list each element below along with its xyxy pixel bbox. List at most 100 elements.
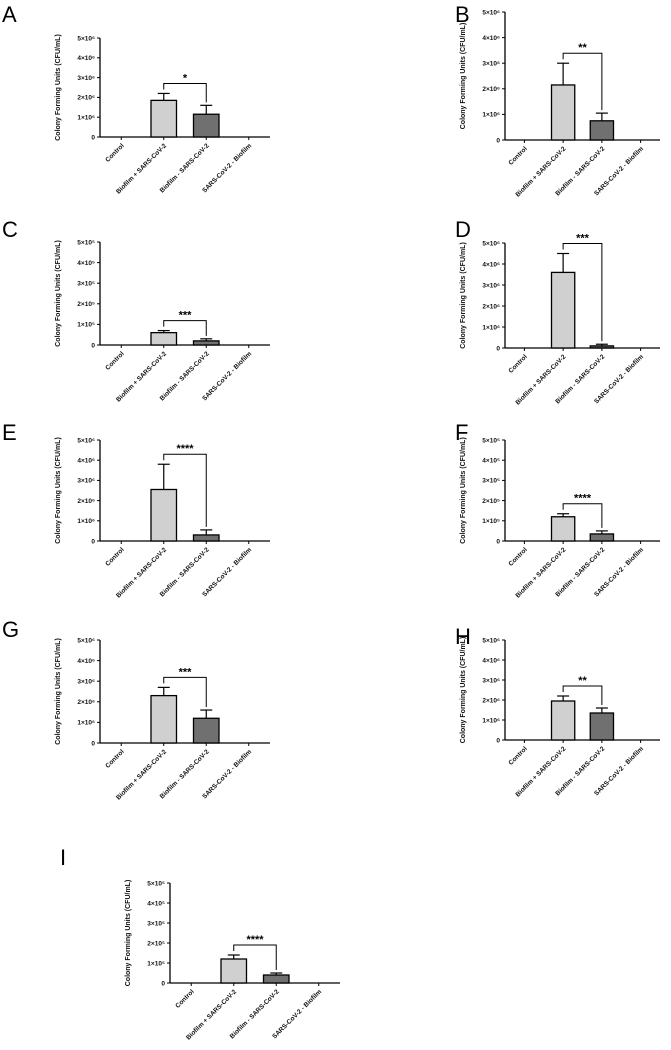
y-tick-label: 0: [91, 134, 95, 141]
y-tick-label: 3×10⁶: [77, 478, 95, 485]
bar: [589, 345, 615, 349]
y-tick-label: 2×10⁶: [77, 95, 95, 102]
panel-C: C 0 1×10⁵ 2×10⁵ 3×10⁵ 4×10⁵ 5×10⁵ Colony Formin…: [2, 217, 270, 404]
y-tick-label: 5×10⁶: [482, 240, 500, 247]
x-tick-label: Control: [507, 745, 528, 766]
significance-bracket: [562, 685, 603, 705]
significance-bracket: [163, 320, 207, 336]
y-tick-label: 5×10⁶: [77, 35, 95, 42]
panel-E: E 0 1×10⁶ 2×10⁶ 3×10⁶ 4×10⁶ 5×10⁶ Colony Formin…: [2, 420, 270, 600]
y-tick-label: 5×10⁶: [77, 637, 95, 644]
y-tick-label: 4×10⁵: [77, 260, 95, 267]
bar: [150, 694, 178, 744]
significance-bracket: [562, 503, 603, 528]
bar: [220, 958, 248, 984]
x-tick-label: Control: [104, 142, 125, 163]
bar: [589, 533, 615, 542]
x-tick-label: SARS-CoV-2 - Biofilm: [201, 142, 253, 194]
y-tick-label: 4×10⁶: [482, 35, 500, 42]
bar: [550, 84, 576, 141]
y-tick-label: 0: [496, 737, 500, 744]
y-tick-label: 4×10⁶: [482, 657, 500, 664]
x-tick-label: Control: [507, 546, 528, 567]
y-tick-label: 5×10⁵: [147, 880, 165, 887]
y-tick-label: 1×10⁶: [77, 518, 95, 525]
y-tick-label: 3×10⁵: [77, 281, 95, 288]
y-tick-label: 4×10⁶: [482, 261, 500, 268]
x-tick-label: SARS-CoV-2 - Biofilm: [271, 988, 323, 1040]
x-tick-label: Control: [104, 546, 125, 567]
y-axis-label: Colony Forming Units (CFU/mL): [125, 880, 132, 987]
y-tick-label: 3×10⁶: [77, 679, 95, 686]
y-tick-label: 4×10⁶: [77, 658, 95, 665]
panel-letter: H: [455, 624, 471, 649]
significance-label: ***: [179, 666, 193, 678]
bar: [192, 717, 220, 744]
significance-label: ****: [574, 493, 592, 505]
bar: [589, 712, 615, 741]
x-tick-label: Control: [104, 748, 125, 769]
y-tick-label: 3×10⁶: [482, 61, 500, 68]
y-axis-label: Colony Forming Units (CFU/mL): [55, 240, 62, 347]
bar: [550, 700, 576, 741]
significance-label: ***: [576, 233, 590, 245]
significance-bracket: [562, 243, 603, 342]
significance-bracket: [163, 82, 207, 103]
bar: [150, 331, 178, 346]
significance-label: ***: [179, 310, 193, 322]
bar: [192, 534, 220, 542]
y-axis-label: Colony Forming Units (CFU/mL): [460, 437, 467, 544]
panel-letter: B: [455, 2, 470, 27]
bar: [150, 488, 178, 542]
bar: [150, 99, 178, 138]
y-tick-label: 0: [496, 538, 500, 545]
significance-bracket: [163, 453, 207, 527]
y-tick-label: 0: [161, 980, 165, 987]
y-tick-label: 4×10⁶: [77, 458, 95, 465]
y-tick-label: 1×10⁶: [77, 720, 95, 727]
bar: [192, 113, 220, 138]
significance-label: ****: [246, 934, 264, 946]
y-tick-label: 1×10⁵: [77, 322, 95, 329]
x-tick-label: Control: [507, 353, 528, 374]
y-tick-label: 2×10⁵: [77, 301, 95, 308]
y-tick-label: 3×10⁵: [147, 920, 165, 927]
y-tick-label: 0: [496, 137, 500, 144]
y-tick-label: 0: [91, 342, 95, 349]
y-tick-label: 5×10⁶: [482, 637, 500, 644]
panel-D: D 0 1×10⁶ 2×10⁶ 3×10⁶ 4×10⁶ 5×10⁶ Colony Formin…: [455, 217, 660, 407]
y-tick-label: 1×10⁵: [147, 960, 165, 967]
panel-letter: C: [2, 217, 18, 242]
y-tick-label: 1×10⁶: [77, 115, 95, 122]
panel-F: F 0 1×10⁵ 2×10⁵ 3×10⁵ 4×10⁵ 5×10⁵ Colony Formin…: [455, 420, 660, 600]
y-tick-label: 2×10⁶: [77, 699, 95, 706]
x-tick-label: SARS-CoV-2 - Biofilm: [201, 546, 253, 598]
y-tick-label: 1×10⁶: [482, 717, 500, 724]
y-axis-label: Colony Forming Units (CFU/mL): [55, 34, 62, 141]
panel-A: A 0 1×10⁶ 2×10⁶ 3×10⁶ 4×10⁶ 5×10⁶ Colony Formin…: [2, 2, 270, 196]
x-tick-label: Control: [174, 988, 195, 1009]
x-tick-label: SARS-CoV-2 - Biofilm: [201, 350, 253, 402]
significance-label: *: [183, 72, 188, 84]
y-tick-label: 3×10⁶: [482, 282, 500, 289]
y-tick-label: 3×10⁶: [77, 75, 95, 82]
significance-bracket: [562, 52, 603, 111]
significance-label: **: [578, 42, 587, 54]
y-axis-label: Colony Forming Units (CFU/mL): [460, 242, 467, 349]
panel-I: I 0 1×10⁵ 2×10⁵ 3×10⁵ 4×10⁵ 5×10⁵ Colony Formin…: [60, 845, 340, 1042]
y-tick-label: 5×10⁶: [77, 437, 95, 444]
y-tick-label: 0: [91, 740, 95, 747]
panel-letter: F: [455, 420, 468, 445]
panel-letter: I: [60, 845, 66, 870]
y-axis-label: Colony Forming Units (CFU/mL): [460, 23, 467, 130]
y-tick-label: 1×10⁵: [482, 518, 500, 525]
significance-label: ****: [176, 443, 194, 455]
y-tick-label: 3×10⁶: [482, 677, 500, 684]
y-axis-label: Colony Forming Units (CFU/mL): [55, 638, 62, 745]
y-tick-label: 5×10⁶: [482, 9, 500, 16]
panel-G: G 0 1×10⁶ 2×10⁶ 3×10⁶ 4×10⁶ 5×10⁶ Colony Formin…: [2, 617, 270, 802]
y-axis-label: Colony Forming Units (CFU/mL): [55, 437, 62, 544]
bar: [262, 974, 290, 984]
y-tick-label: 1×10⁶: [482, 324, 500, 331]
